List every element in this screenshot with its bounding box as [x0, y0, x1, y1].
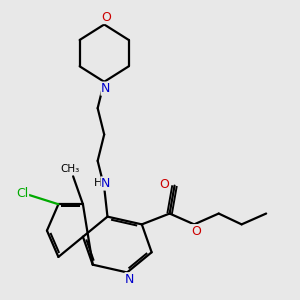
- Text: N: N: [101, 82, 110, 95]
- Text: N: N: [101, 177, 110, 190]
- Text: O: O: [159, 178, 169, 190]
- Text: O: O: [101, 11, 111, 23]
- Text: CH₃: CH₃: [60, 164, 80, 174]
- Text: H: H: [94, 178, 102, 188]
- Text: Cl: Cl: [16, 187, 28, 200]
- Text: N: N: [125, 273, 134, 286]
- Text: O: O: [191, 225, 201, 238]
